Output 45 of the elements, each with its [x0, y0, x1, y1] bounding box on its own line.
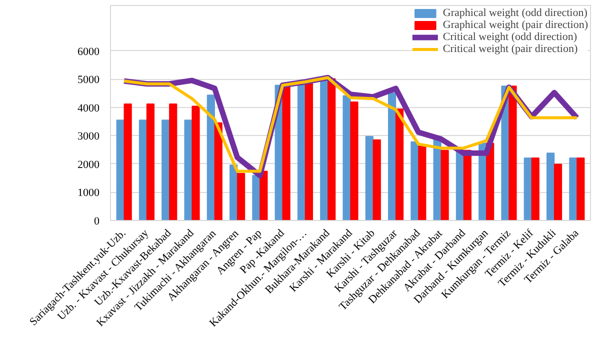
- bar: [304, 81, 313, 220]
- bar: [214, 122, 222, 220]
- bar: [372, 139, 381, 220]
- legend-label: Critical weight (pair direction): [442, 43, 578, 55]
- y-tick-label: 5000: [78, 74, 100, 86]
- bar: [365, 136, 374, 220]
- y-tick-label: 1000: [78, 187, 100, 200]
- legend-label: Graphical weight (pair direction): [442, 19, 588, 31]
- bar: [524, 157, 532, 220]
- bar: [192, 106, 200, 220]
- bar: [440, 150, 449, 220]
- bar: [463, 150, 472, 220]
- y-tick-label: 3000: [78, 130, 100, 143]
- y-tick-label: 0: [94, 216, 100, 228]
- bar: [252, 175, 260, 220]
- bar: [418, 146, 426, 220]
- y-tick-label: 4000: [78, 102, 100, 114]
- bar: [328, 78, 336, 220]
- bar: [554, 164, 562, 220]
- bar: [138, 120, 148, 220]
- bar: [162, 120, 170, 220]
- bar: [546, 152, 555, 220]
- bar: [184, 120, 192, 220]
- bar: [342, 95, 351, 220]
- bar: [236, 173, 246, 220]
- legend-label: Critical weight (odd direction): [442, 31, 578, 43]
- bar: [569, 157, 578, 220]
- bar: [531, 157, 540, 220]
- bar: [146, 103, 155, 220]
- bar: [576, 157, 585, 220]
- bar: [297, 83, 306, 220]
- y-tick-label: 6000: [78, 46, 100, 58]
- bar: [124, 103, 132, 220]
- bar: [116, 120, 124, 220]
- bar: [508, 86, 517, 220]
- bar: [388, 92, 396, 220]
- y-tick-label: 2000: [78, 158, 100, 171]
- bar: [282, 84, 290, 220]
- bar: [410, 141, 419, 220]
- bar: [260, 170, 268, 220]
- bar: [395, 108, 404, 220]
- bar: [350, 101, 358, 220]
- legend-label: Graphical weight (odd direction): [442, 7, 588, 19]
- bar: [206, 94, 215, 220]
- bar: [169, 103, 178, 220]
